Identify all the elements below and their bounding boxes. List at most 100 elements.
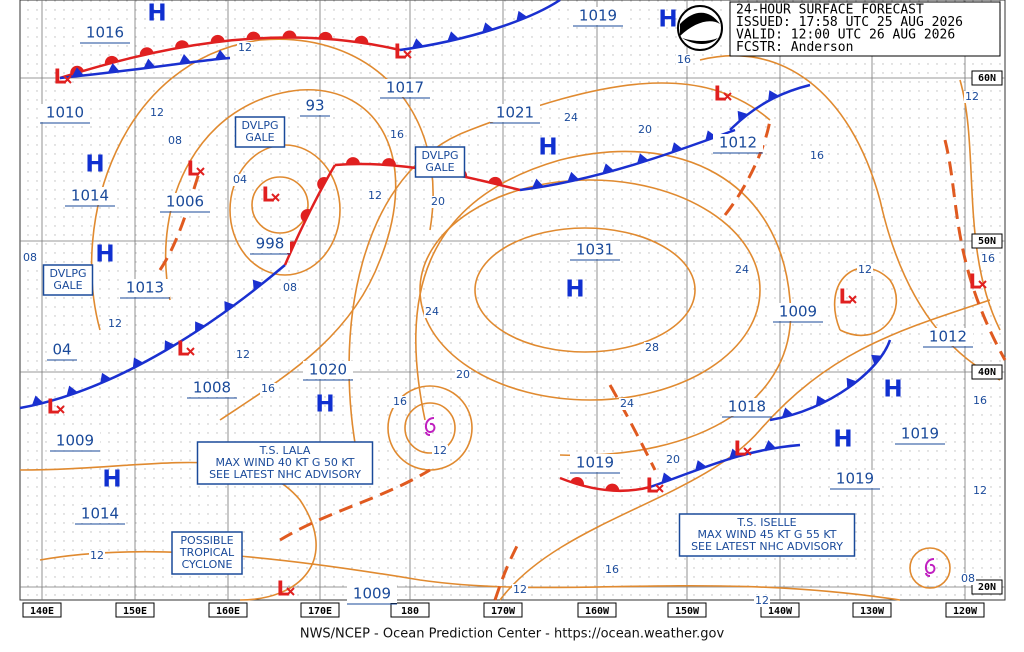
isobar-label: 16 bbox=[390, 128, 404, 141]
isobar-label-bg bbox=[754, 595, 770, 607]
isobar-label: 20 bbox=[666, 453, 680, 466]
low-center: L bbox=[177, 337, 190, 361]
front-symbol bbox=[317, 177, 328, 191]
low-mark bbox=[196, 167, 205, 176]
isobar-label-bg bbox=[149, 107, 165, 119]
front-symbol bbox=[764, 440, 776, 451]
notice-box bbox=[171, 531, 243, 575]
high-center: H bbox=[85, 152, 104, 178]
front-symbol bbox=[164, 340, 175, 352]
pressure-bg bbox=[573, 7, 623, 25]
front-symbol bbox=[246, 31, 261, 40]
low-center: L bbox=[969, 270, 982, 294]
pressure-label: 93 bbox=[305, 97, 324, 115]
front-symbol bbox=[846, 377, 857, 389]
front-symbol bbox=[143, 58, 156, 69]
pressure-label: 1014 bbox=[81, 505, 119, 523]
lon-label-box bbox=[483, 602, 523, 618]
lat-label-box bbox=[971, 70, 1003, 86]
notice-line: TROPICAL bbox=[179, 546, 235, 559]
isobar-label: 12 bbox=[858, 263, 872, 276]
notice-line: T.S. LALA bbox=[259, 444, 311, 457]
pressure-label: 1017 bbox=[386, 79, 424, 97]
front-symbol bbox=[531, 178, 544, 189]
pressure-label: 04 bbox=[52, 341, 71, 359]
header-box bbox=[729, 1, 1001, 57]
isobar-label-bg bbox=[604, 564, 620, 576]
pressure-label: 1009 bbox=[779, 303, 817, 321]
low-mark bbox=[403, 50, 412, 59]
notice-line: GALE bbox=[53, 279, 82, 292]
front-symbol bbox=[214, 49, 227, 60]
front-symbol bbox=[318, 31, 333, 40]
isobar-label-bg bbox=[972, 485, 988, 497]
low-mark bbox=[56, 405, 65, 414]
pressure-bg bbox=[120, 279, 170, 297]
isobar-label-bg bbox=[424, 306, 440, 318]
front-symbol bbox=[661, 472, 673, 484]
map-background bbox=[20, 0, 1005, 600]
isobar-label: 16 bbox=[261, 382, 275, 395]
low-mark bbox=[978, 280, 987, 289]
isobar-label: 24 bbox=[620, 397, 634, 410]
isobar-label: 12 bbox=[236, 348, 250, 361]
front-symbol bbox=[300, 209, 311, 223]
low-center: L bbox=[277, 577, 290, 601]
noaa-logo bbox=[677, 5, 723, 51]
lon-label-box bbox=[760, 602, 800, 618]
isobar-label: 12 bbox=[433, 444, 447, 457]
isobar-label-bg bbox=[665, 454, 681, 466]
lon-label: 170W bbox=[491, 606, 516, 617]
notice-line: CYCLONE bbox=[182, 558, 233, 571]
front-symbol bbox=[71, 67, 84, 77]
isobar-label-bg bbox=[107, 318, 123, 330]
lat-label-box bbox=[971, 364, 1003, 380]
front-symbol bbox=[781, 407, 794, 418]
pressure-bg bbox=[250, 235, 290, 253]
low-mark bbox=[186, 347, 195, 356]
lon-label: 140W bbox=[768, 606, 793, 617]
lon-label: 150W bbox=[675, 606, 700, 617]
isobar-label-bg bbox=[260, 383, 276, 395]
front-symbol bbox=[768, 90, 779, 101]
isobar-label-bg bbox=[980, 253, 996, 265]
front-symbol bbox=[66, 385, 78, 397]
front-symbol bbox=[671, 142, 683, 153]
pressure-bg bbox=[895, 425, 945, 443]
isobar-label: 08 bbox=[23, 251, 37, 264]
notice-box bbox=[234, 116, 286, 148]
isobar-label-bg bbox=[972, 395, 988, 407]
pressure-label: 1009 bbox=[56, 432, 94, 450]
isobar-label-bg bbox=[809, 150, 825, 162]
front-symbol bbox=[100, 372, 112, 384]
front-symbol bbox=[139, 47, 154, 56]
pressure-bg bbox=[713, 134, 763, 152]
notice-line: GALE bbox=[245, 131, 274, 144]
isobar-label: 04 bbox=[233, 173, 247, 186]
low-mark bbox=[271, 193, 280, 202]
isobar-label-bg bbox=[167, 135, 183, 147]
cold-front bbox=[399, 0, 561, 52]
pressure-label: 1018 bbox=[728, 398, 766, 416]
high-center: H bbox=[538, 135, 557, 161]
isobar-label-bg bbox=[235, 349, 251, 361]
pressure-label: 998 bbox=[256, 235, 285, 253]
front-symbol bbox=[482, 22, 494, 33]
front-symbol bbox=[737, 110, 748, 122]
front-symbol bbox=[516, 10, 528, 22]
isobar-label-bg bbox=[22, 252, 38, 264]
high-center: H bbox=[658, 7, 677, 33]
isobar-label-bg bbox=[964, 91, 980, 103]
isobar-label: 24 bbox=[735, 263, 749, 276]
isobar-label: 12 bbox=[238, 41, 252, 54]
isobar-label-bg bbox=[644, 342, 660, 354]
low-mark bbox=[286, 587, 295, 596]
isobar-label: 12 bbox=[513, 583, 527, 596]
front-symbol bbox=[31, 395, 44, 406]
isobar-label: 24 bbox=[425, 305, 439, 318]
high-center: H bbox=[95, 242, 114, 268]
pressure-bg bbox=[160, 193, 210, 211]
lon-label: 170E bbox=[308, 606, 332, 617]
low-mark bbox=[723, 92, 732, 101]
notice-line: MAX WIND 45 KT G 55 KT bbox=[697, 528, 836, 541]
